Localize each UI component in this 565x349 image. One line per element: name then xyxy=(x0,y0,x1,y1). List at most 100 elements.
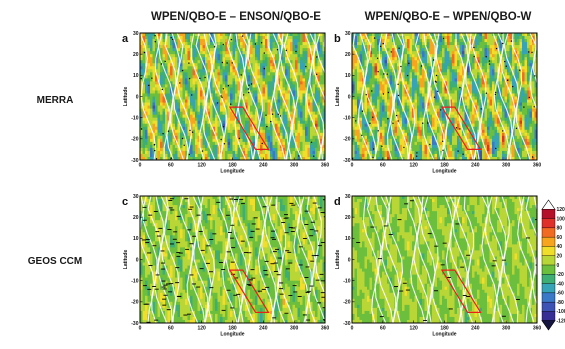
colorbar-band-7 xyxy=(541,264,556,275)
ytick-d-3: 0 xyxy=(348,257,351,263)
colorbar-label-8: -40 xyxy=(557,281,564,287)
xtick-c-0: 0 xyxy=(139,326,142,332)
ytick-b-2: 10 xyxy=(345,73,351,79)
ytick-a-0: 30 xyxy=(133,31,139,37)
colorbar-band-10 xyxy=(541,292,556,303)
xtick-a-3: 180 xyxy=(228,163,237,169)
xlabel-a: Longitude xyxy=(220,169,244,175)
region-box-d xyxy=(440,269,482,313)
xtick-d-4: 240 xyxy=(471,326,480,332)
ytick-b-0: 30 xyxy=(345,31,351,37)
colorbar-band-12 xyxy=(541,311,556,322)
xtick-a-5: 300 xyxy=(290,163,299,169)
ytick-a-3: 0 xyxy=(136,94,139,100)
ytick-c-6: -30 xyxy=(131,321,138,327)
row-label-geos-ccm: GEOS CCM xyxy=(28,256,82,267)
xtick-a-2: 120 xyxy=(197,163,206,169)
ylabel-a: Latitude xyxy=(123,87,129,107)
ytick-c-1: 20 xyxy=(133,215,139,221)
panel-letter-d: d xyxy=(334,196,341,208)
ytick-a-5: -20 xyxy=(131,137,138,143)
field-a xyxy=(140,33,325,160)
ytick-b-3: 0 xyxy=(348,94,351,100)
ytick-a-6: -30 xyxy=(131,158,138,164)
xtick-c-5: 300 xyxy=(290,326,299,332)
ylabel-d: Latitude xyxy=(335,250,341,270)
colorbar-label-9: -60 xyxy=(557,291,564,297)
xtick-c-3: 180 xyxy=(228,326,237,332)
xtick-a-4: 240 xyxy=(259,163,268,169)
colorbar-label-7: -20 xyxy=(557,272,564,278)
colorbar-label-12: -120 xyxy=(557,319,565,325)
ytick-b-1: 20 xyxy=(345,52,351,58)
ytick-d-5: -20 xyxy=(343,300,350,306)
ytick-c-5: -20 xyxy=(131,300,138,306)
colorbar-band-8 xyxy=(541,274,556,284)
colorbar-band-11 xyxy=(541,301,556,312)
ytick-c-4: -10 xyxy=(131,278,138,284)
ytick-d-1: 20 xyxy=(345,215,351,221)
panel-letter-a: a xyxy=(122,33,129,45)
xtick-b-2: 120 xyxy=(409,163,418,169)
ytick-d-0: 30 xyxy=(345,194,351,200)
region-box-b xyxy=(440,106,482,150)
colorbar-label-6: 0 xyxy=(557,263,560,269)
xlabel-d: Longitude xyxy=(432,332,456,338)
xtick-d-6: 360 xyxy=(533,326,542,332)
xtick-a-6: 360 xyxy=(321,163,330,169)
region-box-c xyxy=(228,269,270,313)
colorbar-label-10: -80 xyxy=(557,300,564,306)
panel-c: c 0 60 120 180 240 300 360 30 20 10 0 -10 -20 -30 Longi… xyxy=(122,194,330,338)
xtick-b-6: 360 xyxy=(533,163,542,169)
xtick-c-2: 120 xyxy=(197,326,206,332)
ytick-d-6: -30 xyxy=(343,321,350,327)
xlabel-c: Longitude xyxy=(220,332,244,338)
colorbar-band-1 xyxy=(541,209,556,219)
panel-a: a 0 60 120 180 240 300 360 30 20 10 0 -10 -20 -30 Longi… xyxy=(122,31,330,175)
field-b xyxy=(352,33,537,160)
ytick-c-0: 30 xyxy=(133,194,139,200)
colorbar: 120 100 80 60 40 20 0 -20 -40 -60 -80 -100 -120 xyxy=(541,199,565,331)
panel-b: b 0 60 120 180 240 300 360 30 20 10 0 -10 -20 -30 Longi… xyxy=(334,31,542,175)
ytick-d-2: 10 xyxy=(345,236,351,242)
colorbar-label-5: 20 xyxy=(557,254,563,260)
colorbar-band-2 xyxy=(541,218,556,229)
xtick-a-1: 60 xyxy=(168,163,174,169)
field-d xyxy=(352,196,537,323)
xtick-c-4: 240 xyxy=(259,326,268,332)
xtick-d-3: 180 xyxy=(440,326,449,332)
panel-d: d 0 60 120 180 240 300 360 30 20 10 0 -10 -20 -30 Longi… xyxy=(334,194,542,338)
xlabel-b: Longitude xyxy=(432,169,456,175)
panel-letter-c: c xyxy=(122,196,128,208)
xtick-d-5: 300 xyxy=(502,326,511,332)
column-title-left: WPEN/QBO-E – ENSON/QBO-E xyxy=(151,11,321,23)
colorbar-band-6 xyxy=(541,255,556,266)
ytick-c-3: 0 xyxy=(136,257,139,263)
xtick-a-0: 0 xyxy=(139,163,142,169)
ytick-c-2: 10 xyxy=(133,236,139,242)
colorbar-label-2: 80 xyxy=(557,226,563,232)
xtick-b-0: 0 xyxy=(351,163,354,169)
ytick-b-6: -30 xyxy=(343,158,350,164)
xtick-c-6: 360 xyxy=(321,326,330,332)
xtick-c-1: 60 xyxy=(168,326,174,332)
colorbar-band-5 xyxy=(541,246,556,257)
xtick-b-5: 300 xyxy=(502,163,511,169)
ytick-b-5: -20 xyxy=(343,137,350,143)
colorbar-label-3: 60 xyxy=(557,235,563,241)
xtick-b-4: 240 xyxy=(471,163,480,169)
xtick-d-2: 120 xyxy=(409,326,418,332)
colorbar-band-4 xyxy=(541,236,556,247)
ytick-b-4: -10 xyxy=(343,115,350,121)
xtick-b-1: 60 xyxy=(380,163,386,169)
panel-letter-b: b xyxy=(334,33,341,45)
colorbar-label-11: -100 xyxy=(557,309,565,315)
row-label-merra: MERRA xyxy=(37,95,74,106)
ytick-a-4: -10 xyxy=(131,115,138,121)
region-box-a xyxy=(228,106,270,150)
xtick-d-1: 60 xyxy=(380,326,386,332)
colorbar-bottom-arrow xyxy=(541,320,556,331)
colorbar-label-0: 120 xyxy=(557,207,565,213)
colorbar-band-3 xyxy=(541,227,556,238)
